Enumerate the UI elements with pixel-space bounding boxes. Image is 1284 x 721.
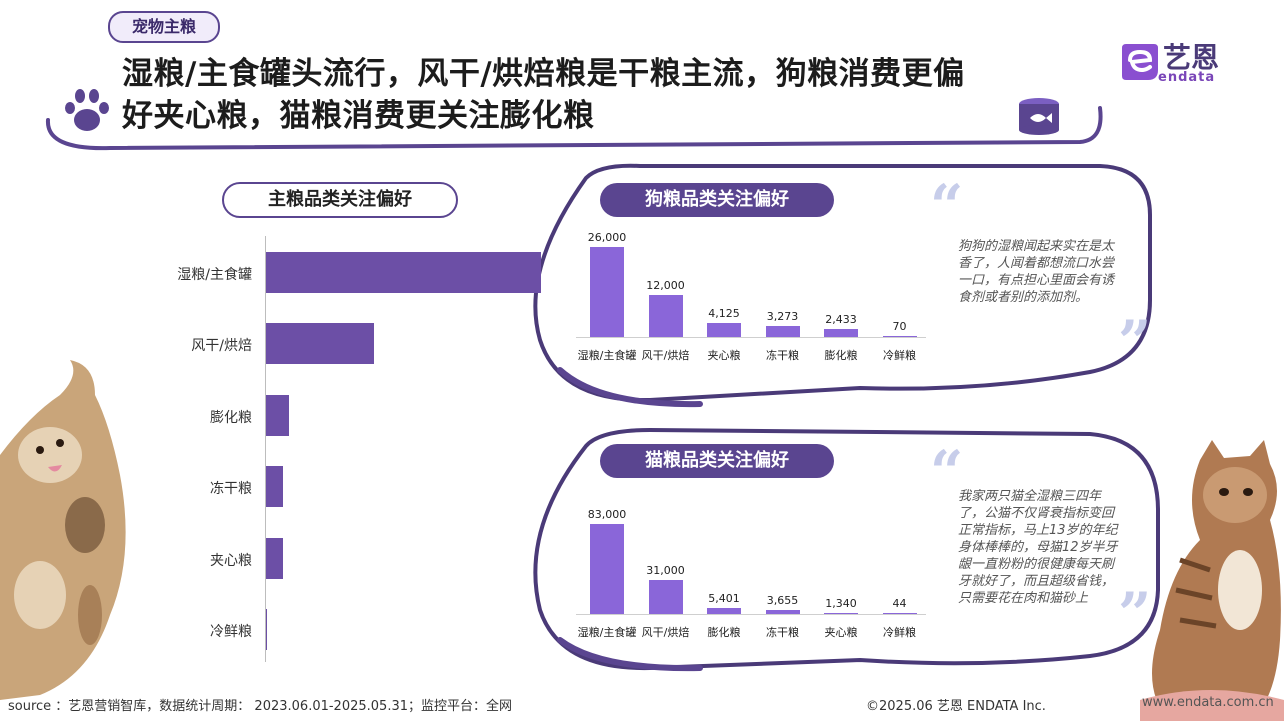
- left-chart-category-label: 夹心粮: [210, 552, 252, 569]
- left-chart-bar: [266, 323, 375, 365]
- section-tag: 宠物主粮: [108, 11, 220, 43]
- dog-chart-baseline: [576, 337, 926, 338]
- cat-chart-value-label: 83,000: [587, 508, 627, 521]
- dog-chart-category-label: 冷鲜粮: [883, 349, 916, 362]
- cat-chart-category-label: 膨化粮: [707, 626, 741, 639]
- left-chart-category-label: 风干/烘焙: [191, 338, 252, 355]
- dog-chart-value-label: 12,000: [646, 279, 685, 293]
- open-quote-icon: “: [930, 172, 964, 240]
- dog-chart-category-label: 膨化粮: [824, 349, 858, 362]
- cat-chart-value-label: 5,401: [708, 592, 740, 606]
- cat-panel-title: 猫粮品类关注偏好: [600, 444, 834, 478]
- cat-chart-value-label: 3,655: [766, 594, 799, 608]
- dog-chart-value-label: 3,273: [766, 309, 799, 323]
- dog-chart-category-label: 夹心粮: [707, 349, 741, 362]
- cat-chart-value-label: 31,000: [646, 564, 685, 578]
- cat-chart-bar: [882, 613, 917, 614]
- cat-chart-category-label: 冻干粮: [766, 626, 799, 639]
- left-chart-category-label: 膨化粮: [210, 409, 252, 426]
- close-quote-icon: ”: [1118, 308, 1152, 376]
- cat-illustration: [1140, 440, 1284, 721]
- left-chart-bar: [266, 537, 283, 579]
- dog-quote: 狗狗的湿粮闻起来实在是太香了，人闻着都想流口水尝一口，有点担心里面会有诱食剂或者…: [958, 239, 1115, 305]
- left-chart-bar: [266, 609, 267, 650]
- left-chart-bar: [266, 394, 289, 436]
- dog-panel-title: 狗粮品类关注偏好: [600, 183, 834, 217]
- dog-chart-value-label: 4,125: [708, 306, 740, 320]
- left-chart-bar: [266, 252, 541, 293]
- dog-panel-frame: [533, 163, 1152, 403]
- cat-chart-bar: [824, 612, 858, 614]
- cat-panel-frame: [533, 427, 1160, 671]
- cat-chart-category-label: 湿粮/主食罐: [577, 626, 637, 639]
- footer-source: source ：艺恩营销智库，数据统计周期： 2023.06.01-2025.0…: [8, 699, 512, 714]
- dog-chart-value-label: 2,433: [825, 312, 857, 326]
- cat-chart-value-label: 1,340: [825, 596, 857, 610]
- open-quote-icon: “: [930, 438, 964, 506]
- endata-logo-icon: [1122, 44, 1158, 80]
- left-chart-title: 主粮品类关注偏好: [222, 182, 458, 218]
- dog-chart-category-label: 风干/烘焙: [641, 349, 690, 362]
- page-title-line-2: 好夹心粮，猫粮消费更关注膨化粮: [122, 98, 595, 134]
- left-chart-category-label: 冻干粮: [210, 481, 252, 498]
- dog-chart-category-label: 湿粮/主食罐: [577, 349, 637, 362]
- dog-chart-bar: [824, 328, 858, 337]
- logo-en: endata: [1158, 70, 1216, 85]
- left-chart-axis: [265, 236, 266, 662]
- dog-chart-bar: [765, 325, 800, 337]
- cat-chart-category-label: 风干/烘焙: [641, 626, 690, 639]
- cat-chart-bar: [648, 580, 683, 614]
- cat-chart-value-label: 44: [892, 597, 907, 610]
- left-chart-category-label: 湿粮/主食罐: [177, 267, 252, 283]
- dog-chart-value-label: 26,000: [587, 231, 627, 244]
- dog-illustration: [0, 360, 126, 700]
- page-title-line-1: 湿粮/主食罐头流行，风干/烘焙粮是干粮主流，狗粮消费更偏: [122, 56, 965, 92]
- left-chart-bar: [266, 466, 284, 508]
- cat-chart-bar: [590, 524, 624, 614]
- paw-icon: [65, 89, 109, 131]
- dog-chart-value-label: 70: [892, 320, 907, 333]
- left-chart-category-label: 冷鲜粮: [210, 624, 252, 640]
- footer-copyright: ©2025.06 艺恩 ENDATA Inc.: [866, 699, 1046, 714]
- cat-chart-bar: [707, 608, 741, 614]
- dog-chart-bar: [882, 336, 917, 337]
- dog-chart-bar: [590, 247, 624, 337]
- fish-can-icon: [1019, 98, 1059, 135]
- header-swoosh: [45, 106, 1103, 151]
- cat-chart-category-label: 冷鲜粮: [883, 626, 916, 639]
- cat-chart-category-label: 夹心粮: [824, 626, 858, 639]
- dog-chart-category-label: 冻干粮: [766, 349, 799, 362]
- dog-chart-bar: [707, 322, 741, 337]
- cat-quote: 我家两只猫全湿粮三四年了，公猫不仅肾衰指标变回正常指标，马上13岁的年纪身体棒棒…: [958, 489, 1118, 606]
- logo-cn: 艺恩: [1163, 41, 1220, 74]
- cat-chart-baseline: [576, 614, 926, 615]
- footer-url[interactable]: www.endata.com.cn: [1142, 695, 1274, 710]
- close-quote-icon: ”: [1118, 580, 1152, 648]
- dog-chart-bar: [648, 295, 683, 337]
- cat-chart-bar: [765, 610, 800, 614]
